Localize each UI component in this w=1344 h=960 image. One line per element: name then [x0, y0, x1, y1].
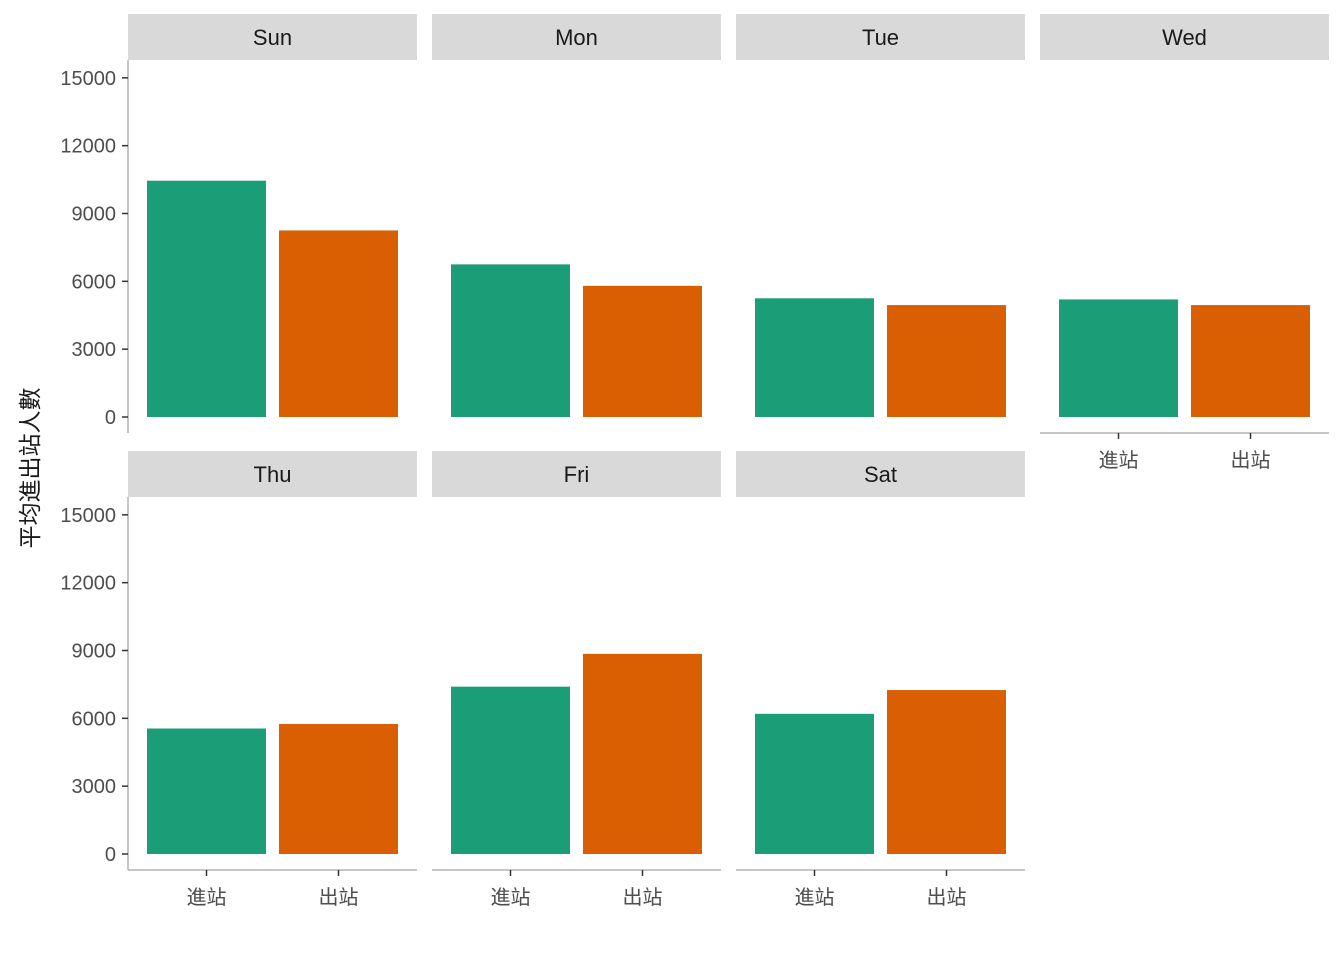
y-tick-label: 12000 [60, 573, 116, 595]
y-tick-label: 3000 [72, 776, 117, 798]
bar-mon-exit [583, 285, 702, 417]
facet-strip [128, 14, 417, 60]
facet-strip-label: Fri [564, 462, 590, 487]
y-tick-label: 9000 [72, 640, 117, 662]
y-tick-label: 0 [105, 844, 116, 866]
bar-fri-entry [451, 686, 570, 854]
y-tick-label: 0 [105, 407, 116, 429]
y-tick-label: 3000 [72, 339, 117, 361]
x-tick-label: 進站 [491, 885, 531, 909]
bar-wed-entry [1059, 299, 1178, 417]
facet-strip [432, 451, 721, 497]
bar-fri-exit [583, 653, 702, 854]
bar-wed-exit [1191, 305, 1310, 417]
facet-strip-label: Sat [864, 462, 897, 487]
y-axis-label: 平均進出站人數 [18, 388, 44, 549]
bar-sat-entry [755, 713, 874, 854]
y-tick-label: 12000 [60, 136, 116, 158]
bar-tue-entry [755, 298, 874, 417]
facet-strip-label: Wed [1162, 25, 1207, 50]
bar-thu-exit [279, 723, 398, 854]
facet-sun: Sun 0 3000 6000 9000 12000 15000 [60, 14, 417, 433]
x-tick-label: 進站 [187, 885, 227, 909]
x-tick-label: 出站 [1231, 448, 1271, 472]
y-tick-label: 15000 [60, 68, 116, 90]
x-tick-label: 進站 [1099, 448, 1139, 472]
x-tick-label: 出站 [319, 885, 359, 909]
facet-tue: Tue [736, 14, 1025, 417]
y-tick-label: 6000 [72, 708, 117, 730]
bar-mon-entry [451, 264, 570, 417]
facet-fri: Fri 進站 出站 [432, 451, 721, 909]
facet-strip [1040, 14, 1329, 60]
facet-strip [736, 451, 1025, 497]
y-tick-label: 6000 [72, 271, 117, 293]
y-tick-label: 9000 [72, 203, 117, 225]
facet-strip [128, 451, 417, 497]
x-tick-label: 進站 [795, 885, 835, 909]
bar-sun-exit [279, 230, 398, 417]
facet-sat: Sat 進站 出站 [736, 451, 1025, 909]
facet-strip-label: Tue [862, 25, 899, 50]
facet-strip-label: Thu [254, 462, 292, 487]
facet-strip [432, 14, 721, 60]
bar-sun-entry [147, 180, 266, 417]
y-tick-label: 15000 [60, 505, 116, 527]
facet-strip-label: Mon [555, 25, 598, 50]
bar-tue-exit [887, 305, 1006, 417]
facet-mon: Mon [432, 14, 721, 417]
x-tick-label: 出站 [623, 885, 663, 909]
facet-strip [736, 14, 1025, 60]
facet-strip-label: Sun [253, 25, 292, 50]
bar-sat-exit [887, 690, 1006, 854]
x-tick-label: 出站 [927, 885, 967, 909]
bar-thu-entry [147, 728, 266, 854]
facet-thu: Thu 0 3000 6000 9000 12000 15000 進站 出站 [60, 451, 417, 909]
facet-wed: Wed 進站 出站 [1040, 14, 1329, 472]
